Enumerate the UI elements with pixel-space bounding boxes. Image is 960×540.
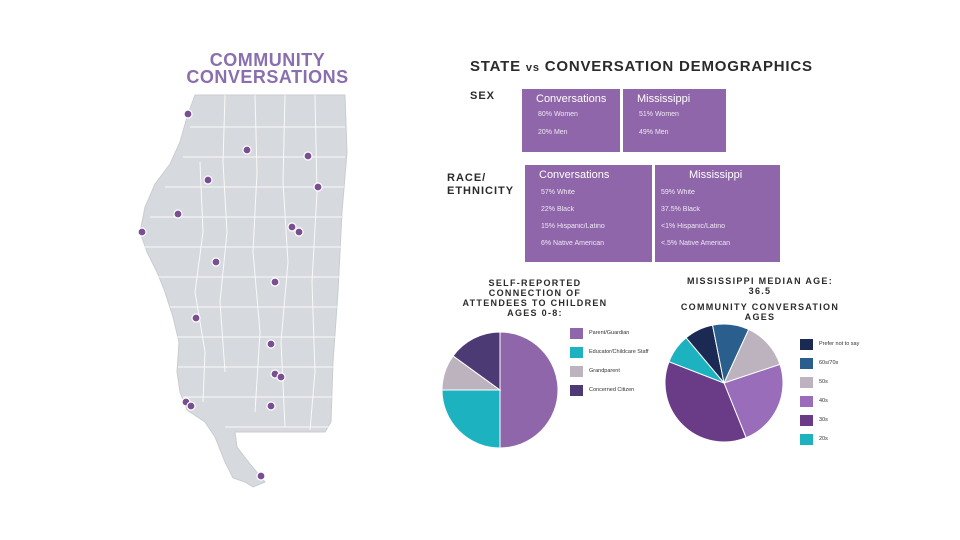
legend-label: Grandparent: [589, 368, 620, 374]
county-lines: [145, 94, 345, 431]
location-dot: [313, 182, 323, 192]
chart-1-title-line: SELF-REPORTED: [488, 278, 582, 288]
race-mississippi-box: Mississippi 59% White 37.5% Black <1% Hi…: [655, 165, 780, 262]
chart-1-title: SELF-REPORTED CONNECTION OF ATTENDEES TO…: [455, 278, 615, 318]
legend-label: 50s: [819, 379, 828, 385]
location-dot: [242, 145, 252, 155]
legend-swatch: [800, 338, 813, 350]
location-dot: [276, 372, 286, 382]
legend-item: Grandparent: [570, 365, 649, 377]
race-mississippi-line: 37.5% Black: [661, 206, 700, 213]
brand-line-1: COMMUNITY: [209, 50, 326, 70]
chart-2-title-line: MISSISSIPPI MEDIAN AGE:: [686, 276, 834, 286]
sex-mississippi-heading: Mississippi: [637, 93, 691, 105]
legend-swatch: [570, 365, 583, 377]
chart-2-title-line: 36.5: [748, 286, 772, 296]
location-dot: [294, 227, 304, 237]
legend-item: 50s: [800, 376, 859, 388]
sex-conversations-heading: Conversations: [536, 93, 607, 105]
legend-label: Concerned Citizen: [589, 387, 635, 393]
legend-label: 30s: [819, 417, 828, 423]
legend-item: 40s: [800, 395, 859, 407]
legend-label: Prefer not to say: [819, 341, 860, 347]
connection-pie-legend: Parent/Guardian Educator/Childcare Staff G…: [570, 327, 649, 403]
pie-slice-parent-guardian: [499, 331, 559, 449]
legend-item: Prefer not to say: [800, 338, 859, 350]
legend-item: 20s: [800, 433, 859, 445]
race-conversations-line: 15% Hispanic/Latino: [541, 223, 605, 230]
race-conversations-line: 22% Black: [541, 206, 575, 213]
race-conversations-line: 57% White: [541, 189, 575, 196]
legend-label: Parent/Guardian: [589, 330, 630, 336]
chart-1-title-line: CONNECTION OF: [488, 288, 582, 298]
legend-item: Parent/Guardian: [570, 327, 649, 339]
location-dot: [137, 227, 147, 237]
location-dot: [183, 109, 193, 119]
legend-swatch: [570, 384, 583, 396]
sex-mississippi-box: Mississippi 51% Women 49% Men: [623, 89, 726, 152]
chart-1-title-line: AGES 0-8:: [507, 308, 563, 318]
legend-swatch: [800, 357, 813, 369]
brand-line-2: CONVERSATIONS: [186, 67, 349, 87]
sex-conversations-line: 80% Women: [538, 111, 578, 118]
legend-label: 40s: [819, 398, 828, 404]
sex-label: SEX: [470, 90, 496, 102]
legend-swatch: [800, 433, 813, 445]
sex-mississippi-line: 49% Men: [639, 129, 669, 136]
legend-swatch: [800, 395, 813, 407]
legend-swatch: [570, 346, 583, 358]
pie-slice-30s: [664, 361, 747, 443]
location-dot: [287, 222, 297, 232]
pie-slice-concerned-citizen: [452, 331, 501, 391]
sex-conversations-line: 20% Men: [538, 129, 568, 136]
location-dot: [173, 209, 183, 219]
page-title: STATE vs CONVERSATION DEMOGRAPHICS: [470, 58, 813, 75]
race-mississippi-line: <.5% Native American: [661, 240, 731, 247]
age-pie-chart: [664, 323, 784, 443]
legend-label: 60s/70s: [819, 360, 839, 366]
sex-conversations-box: Conversations 80% Women 20% Men: [522, 89, 620, 152]
chart-2-title-line: COMMUNITY CONVERSATION: [680, 302, 840, 312]
location-dot: [211, 257, 221, 267]
location-dot: [266, 401, 276, 411]
race-mississippi-line: 59% White: [661, 189, 695, 196]
chart-2-title: MISSISSIPPI MEDIAN AGE: 36.5 COMMUNITY C…: [670, 276, 850, 322]
mississippi-map: [137, 94, 348, 488]
race-label-line-2: ETHNICITY: [447, 185, 515, 197]
location-dot: [303, 151, 313, 161]
state-shape: [139, 94, 348, 488]
location-dot: [191, 313, 201, 323]
location-dot: [203, 175, 213, 185]
connection-pie-chart: [441, 331, 559, 449]
race-mississippi-heading: Mississippi: [689, 169, 743, 181]
pie-slice-educator-childcare-staff: [441, 389, 501, 449]
legend-label: Educator/Childcare Staff: [589, 349, 649, 355]
chart-2-title-line: AGES: [744, 312, 776, 322]
location-dot: [266, 339, 276, 349]
legend-swatch: [800, 414, 813, 426]
legend-item: Concerned Citizen: [570, 384, 649, 396]
race-mississippi-line: <1% Hispanic/Latino: [661, 223, 726, 230]
conversation-location-dots: [137, 109, 323, 481]
legend-label: 20s: [819, 436, 828, 442]
brand-title: COMMUNITY CONVERSATIONS: [185, 50, 350, 87]
legend-swatch: [570, 327, 583, 339]
race-conversations-box: Conversations 57% White 22% Black 15% Hi…: [525, 165, 652, 262]
location-dot: [256, 471, 266, 481]
legend-item: 60s/70s: [800, 357, 859, 369]
pie-slice-20s: [668, 337, 725, 384]
race-label: RACE/ ETHNICITY: [447, 172, 514, 198]
legend-item: 30s: [800, 414, 859, 426]
location-dot: [270, 277, 280, 287]
age-pie-legend: Prefer not to say 60s/70s 50s 40s 30s 20s: [800, 338, 859, 452]
location-dot: [186, 401, 196, 411]
race-label-line-1: RACE/: [447, 172, 487, 184]
chart-1-title-line: ATTENDEES TO CHILDREN: [462, 298, 608, 308]
legend-item: Educator/Childcare Staff: [570, 346, 649, 358]
race-conversations-heading: Conversations: [539, 169, 610, 181]
race-conversations-line: 6% Native American: [541, 240, 605, 247]
legend-swatch: [800, 376, 813, 388]
sex-mississippi-line: 51% Women: [639, 111, 679, 118]
